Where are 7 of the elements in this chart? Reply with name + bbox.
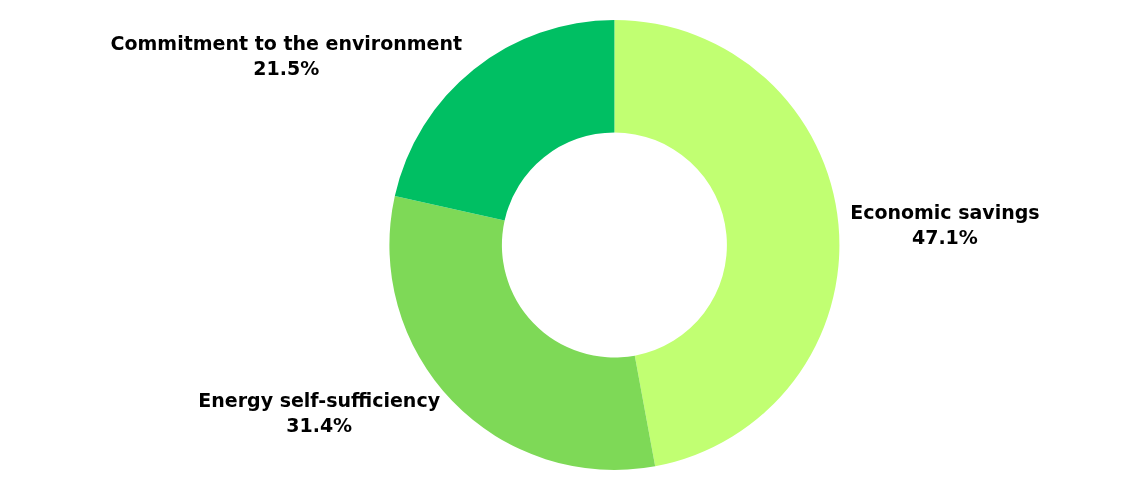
donut-slice [614, 20, 840, 467]
slice-label: Commitment to the environment [110, 31, 463, 54]
data-label: 21.5% [253, 56, 320, 79]
data-label: 31.4% [286, 413, 353, 436]
slice-label: Energy self-sufficiency [198, 388, 441, 411]
slice-label: Economic savings [850, 200, 1040, 223]
data-label: 47.1% [911, 225, 978, 248]
